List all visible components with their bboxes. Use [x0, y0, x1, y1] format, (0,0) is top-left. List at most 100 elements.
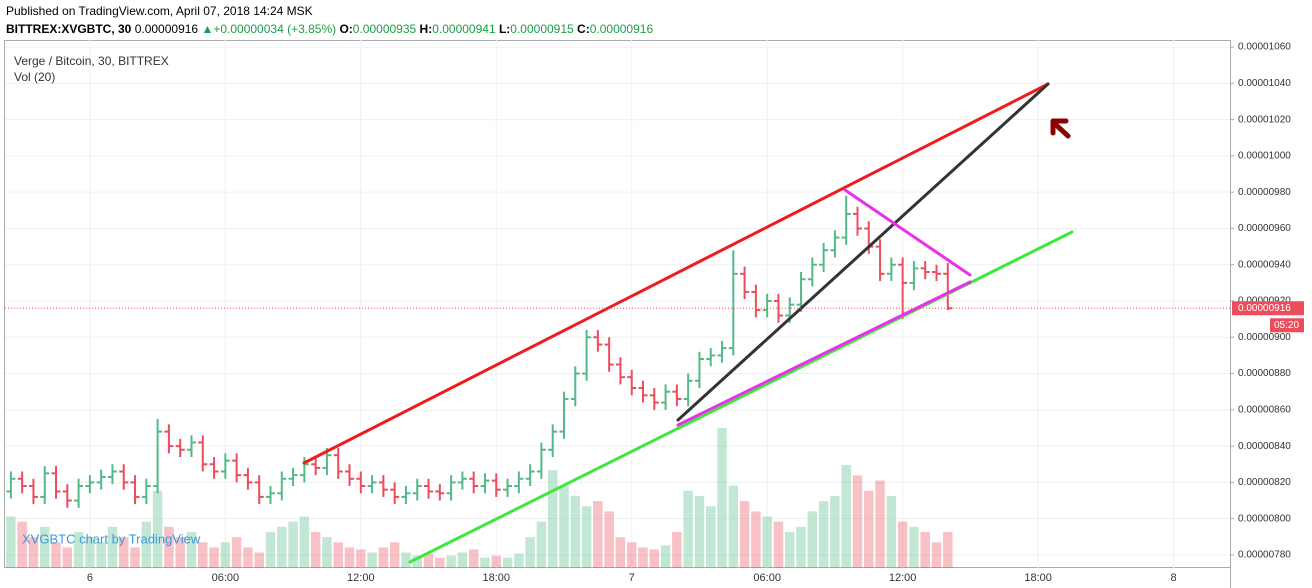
- volume-bar: [796, 526, 806, 568]
- volume-bar: [547, 470, 558, 568]
- volume-bar: [604, 511, 614, 568]
- volume-bar: [638, 547, 648, 568]
- volume-bar: [536, 521, 547, 568]
- volume-bar: [694, 495, 705, 568]
- o: 0.00000935: [352, 22, 417, 36]
- volume-bar: [378, 547, 389, 568]
- x-tick-label: 12:00: [889, 572, 917, 584]
- volume-bar: [186, 531, 197, 568]
- volume-bar: [615, 537, 626, 568]
- volume-bar: [660, 545, 671, 568]
- volume-bar: [17, 521, 27, 568]
- x-tick-label: 06:00: [212, 572, 240, 584]
- volume-bar: [807, 511, 818, 568]
- volume-bar: [717, 428, 727, 568]
- countdown: 05:20: [1274, 320, 1299, 331]
- y-tick-label: 0.00000940: [1238, 259, 1291, 270]
- volume-bar: [593, 501, 603, 568]
- volume-bar: [672, 531, 682, 568]
- y-tick-label: 0.00000900: [1238, 332, 1291, 343]
- x-tick-label: 18:00: [1024, 572, 1052, 584]
- volume-bar: [446, 555, 456, 568]
- volume-pane: [6, 428, 953, 568]
- volume-bar: [886, 495, 897, 568]
- volume-bar: [28, 537, 39, 568]
- y-tick-label: 0.00001020: [1238, 114, 1291, 125]
- volume-bar: [852, 475, 863, 568]
- change: +0.00000034 (+3.85%): [213, 22, 337, 36]
- y-tick-label: 0.00000800: [1238, 513, 1291, 524]
- volume-bar: [423, 553, 434, 568]
- volume-bar: [73, 531, 84, 568]
- volume-bar: [457, 552, 468, 568]
- o-label: O:: [339, 22, 353, 36]
- volume-bar: [559, 485, 569, 568]
- volume-bar: [152, 490, 163, 568]
- h-label: H:: [419, 22, 433, 36]
- y-tick-label: 0.00001060: [1238, 42, 1291, 53]
- volume-bar: [265, 531, 276, 568]
- x-tick-label: 18:00: [482, 572, 510, 584]
- y-tick-label: 0.00000980: [1238, 187, 1291, 198]
- arrow: ▲: [201, 22, 214, 36]
- volume-bar: [864, 490, 874, 568]
- volume-bar: [728, 485, 739, 568]
- volume-bar: [310, 531, 321, 568]
- volume-bar: [909, 526, 919, 568]
- volume-label: Vol (20): [14, 70, 55, 84]
- volume-bar: [705, 506, 716, 568]
- volume-bar: [739, 501, 750, 568]
- volume-bar: [943, 531, 953, 568]
- volume-bar: [525, 537, 535, 568]
- drawings: [302, 82, 1074, 564]
- volume-bar: [344, 547, 355, 568]
- grid: [5, 40, 1230, 568]
- published: Published on TradingView.com, April 07, …: [6, 4, 313, 18]
- volume-bar: [141, 521, 152, 568]
- volume-bar: [626, 542, 637, 568]
- l-label: L:: [498, 22, 511, 36]
- x-tick-label: 8: [1170, 572, 1176, 584]
- trend-line: [676, 82, 1050, 422]
- watermark: XVGBTC chart by TradingView: [22, 531, 201, 546]
- volume-bar: [389, 542, 400, 568]
- x-tick-label: 7: [629, 572, 635, 584]
- y-tick-label: 0.00000820: [1238, 477, 1291, 488]
- y-tick-label: 0.00000840: [1238, 441, 1291, 452]
- volume-bar: [220, 542, 231, 568]
- volume-bar: [231, 537, 242, 568]
- volume-bar: [299, 516, 310, 568]
- y-tick-label: 0.00001000: [1238, 151, 1291, 162]
- volume-bar: [401, 552, 411, 568]
- volume-bar: [491, 555, 502, 568]
- volume-bar: [6, 516, 16, 568]
- y-tick-label: 0.00000780: [1238, 550, 1291, 561]
- y-tick-label: 0.00000860: [1238, 404, 1291, 415]
- x-tick-label: 6: [87, 572, 93, 584]
- volume-bar: [897, 521, 908, 568]
- c: 0.00000916: [589, 22, 654, 36]
- y-tick-label: 0.00000960: [1238, 223, 1291, 234]
- volume-bar: [62, 547, 73, 568]
- arrow-icon: [1050, 118, 1071, 139]
- price-tag-label: 0.00000916: [1238, 303, 1291, 314]
- volume-bar: [514, 553, 524, 568]
- header: Published on TradingView.com, April 07, …: [6, 2, 653, 38]
- y-tick-label: 0.00000920: [1238, 296, 1291, 307]
- volume-bar: [277, 526, 287, 568]
- c-label: C:: [577, 22, 590, 36]
- volume-bar: [468, 549, 479, 568]
- volume-bar: [175, 537, 185, 568]
- l: 0.00000915: [510, 22, 574, 36]
- volume-bar: [435, 557, 445, 568]
- trend-line: [676, 280, 972, 427]
- trend-line: [843, 188, 972, 277]
- volume-bar: [785, 531, 795, 568]
- volume-bar: [130, 547, 140, 568]
- countdown-tag: [1270, 318, 1304, 333]
- volume-bar: [39, 526, 50, 568]
- y-tick-label: 0.00000880: [1238, 368, 1291, 379]
- volume-bar: [333, 542, 343, 568]
- symbol: BITTREX:XVGBTC, 30: [6, 22, 132, 36]
